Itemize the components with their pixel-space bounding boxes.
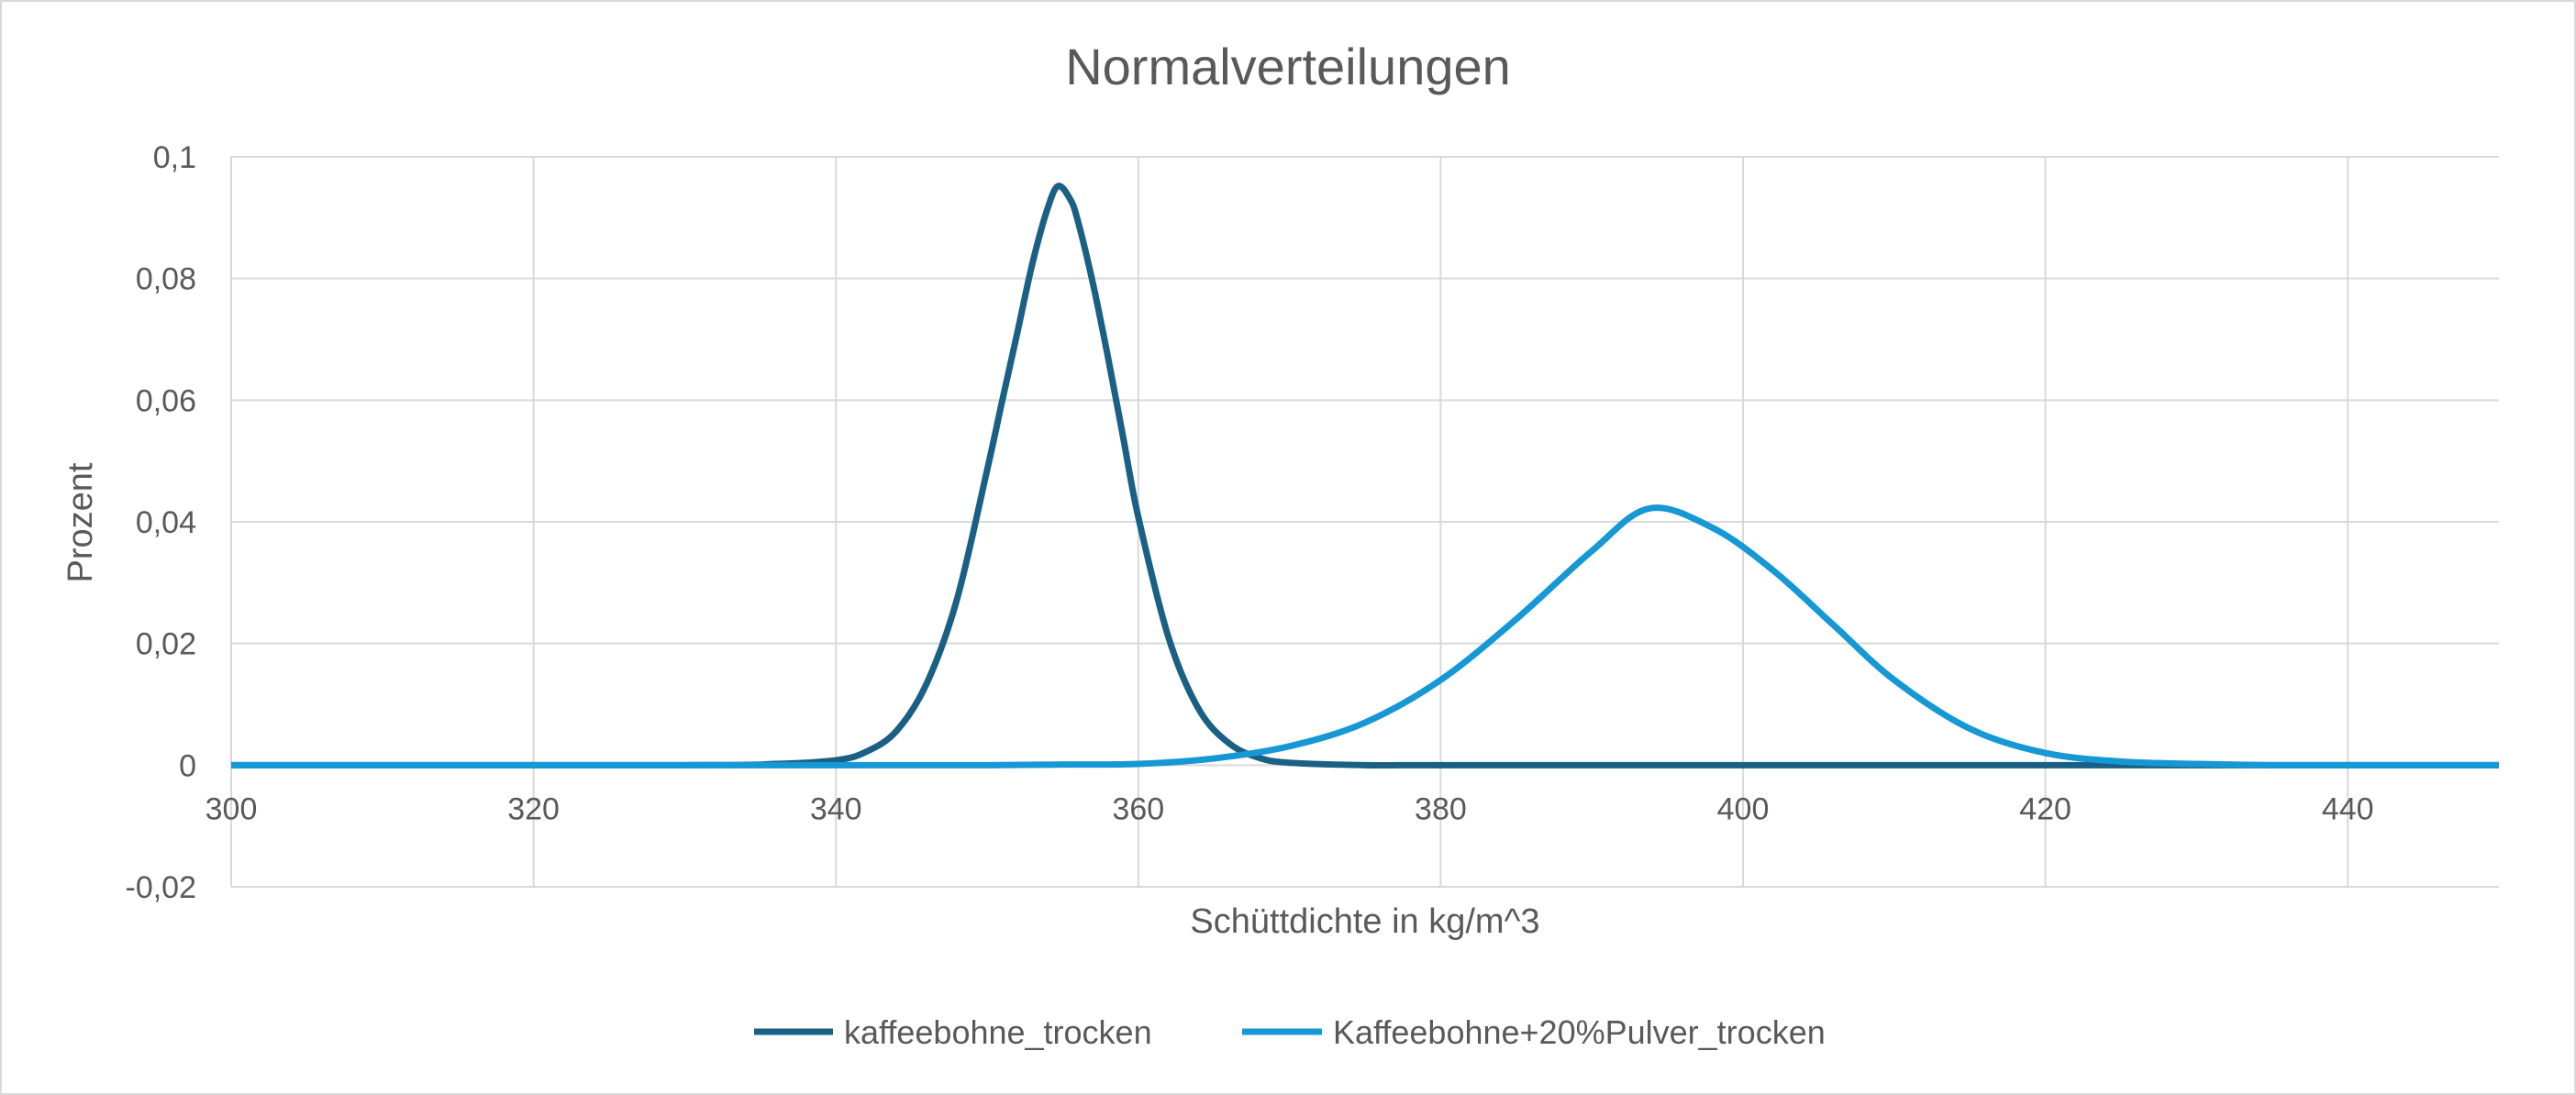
y-tick-label: -0,02 xyxy=(126,870,197,905)
y-tick-label: 0 xyxy=(179,748,196,783)
x-tick-label: 360 xyxy=(1112,791,1164,826)
x-tick-label: 420 xyxy=(2019,791,2071,826)
y-tick-label: 0,1 xyxy=(153,140,196,175)
x-tick-labels: 300 320 340 360 380 400 420 440 xyxy=(205,791,2374,826)
y-axis-title: Prozent xyxy=(61,462,100,582)
x-tick-label: 300 xyxy=(205,791,258,826)
gridlines xyxy=(230,156,2499,888)
y-tick-labels: -0,02 0 0,02 0,04 0,06 0,08 0,1 xyxy=(126,140,197,905)
series-lines xyxy=(230,182,2499,769)
legend-item: Kaffeebohne+20%Pulver_trocken xyxy=(1242,1013,1826,1051)
x-axis-title: Schüttdichte in kg/m^3 xyxy=(1190,902,1539,941)
legend-label: Kaffeebohne+20%Pulver_trocken xyxy=(1333,1013,1826,1051)
legend: kaffeebohne_trocken Kaffeebohne+20%Pulver… xyxy=(754,1013,1826,1051)
series-line-0 xyxy=(230,182,2499,769)
y-tick-label: 0,02 xyxy=(136,627,196,662)
x-tick-label: 340 xyxy=(810,791,862,826)
x-tick-label: 320 xyxy=(507,791,560,826)
x-tick-label: 440 xyxy=(2322,791,2374,826)
legend-label: kaffeebohne_trocken xyxy=(844,1013,1152,1051)
legend-item: kaffeebohne_trocken xyxy=(754,1013,1152,1051)
y-tick-label: 0,06 xyxy=(136,383,196,418)
series-line-1 xyxy=(231,504,2499,769)
x-tick-label: 380 xyxy=(1415,791,1467,826)
y-tick-label: 0,04 xyxy=(136,505,196,540)
chart-title: Normalverteilungen xyxy=(1065,38,1511,95)
x-tick-label: 400 xyxy=(1717,791,1770,826)
y-tick-label: 0,08 xyxy=(136,262,196,297)
